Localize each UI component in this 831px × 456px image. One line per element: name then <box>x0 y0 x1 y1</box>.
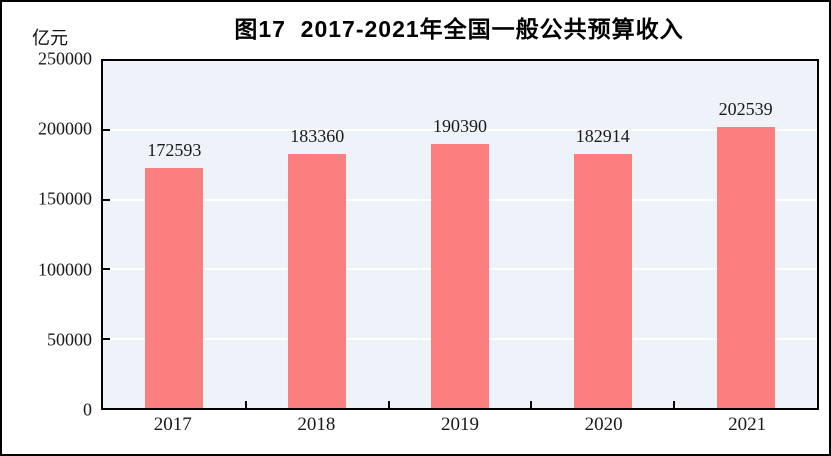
x-tick-label-2018: 2018 <box>297 414 336 435</box>
y-axis-tick <box>103 268 110 271</box>
y-axis-tick <box>103 198 110 201</box>
x-axis-tick-labels: 2017 2018 2019 2020 2021 <box>101 414 819 436</box>
bar <box>145 168 204 408</box>
bar <box>288 153 347 408</box>
x-tick-label-2020: 2020 <box>584 414 623 435</box>
y-tick-label: 150000 <box>38 188 92 209</box>
y-axis-tick <box>103 129 110 132</box>
y-axis-tick <box>103 337 110 340</box>
bar-column-2019: 190390 <box>389 61 532 408</box>
bar-value-label: 183360 <box>290 125 345 146</box>
bar-column-2020: 182914 <box>531 61 674 408</box>
y-axis-tick-labels: 0 50000 100000 150000 200000 250000 <box>2 2 92 454</box>
bar-column-2021: 202539 <box>674 61 817 408</box>
x-axis-tick <box>673 401 676 408</box>
y-tick-label: 200000 <box>38 118 92 139</box>
bar-value-label: 190390 <box>432 115 487 136</box>
chart-title: 图17 2017-2021年全国一般公共预算收入 <box>234 16 684 42</box>
x-axis-tick <box>244 401 247 408</box>
x-tick-label-2021: 2021 <box>728 414 767 435</box>
y-tick-label: 100000 <box>38 259 92 280</box>
x-tick-label-2017: 2017 <box>153 414 192 435</box>
bar-value-label: 202539 <box>718 98 773 119</box>
y-tick-label: 250000 <box>38 48 92 69</box>
y-axis-unit-label: 亿元 <box>32 28 68 48</box>
bar-value-label: 182914 <box>575 126 630 147</box>
x-axis-tick <box>530 401 533 408</box>
bar-value-label: 172593 <box>147 140 202 161</box>
x-tick-label-2019: 2019 <box>440 414 479 435</box>
x-axis-tick <box>387 401 390 408</box>
gridline <box>103 129 817 132</box>
bar-series: 172593 183360 190390 182914 202539 <box>103 61 817 408</box>
y-tick-label: 0 <box>83 399 92 420</box>
bar-column-2017: 172593 <box>103 61 246 408</box>
bar <box>573 154 632 408</box>
bar-column-2018: 183360 <box>246 61 389 408</box>
bar <box>430 143 489 408</box>
bar <box>716 126 775 408</box>
axis-tick-layer <box>103 61 817 408</box>
plot-area: 172593 183360 190390 182914 202539 <box>101 59 819 410</box>
y-tick-label: 50000 <box>47 329 92 350</box>
